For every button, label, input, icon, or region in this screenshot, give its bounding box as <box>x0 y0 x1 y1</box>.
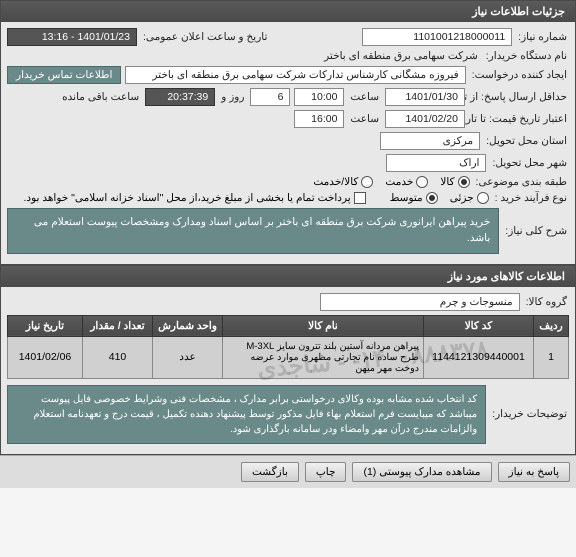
time-label-1: ساعت <box>348 91 381 103</box>
pt-whole-radio[interactable]: متوسط <box>390 192 438 204</box>
col-qty: تعداد / مقدار <box>83 315 153 336</box>
contact-info-button[interactable]: اطلاعات تماس خریدار <box>7 66 121 84</box>
panel2-title: اطلاعات کالاهای مورد نیاز <box>1 266 575 287</box>
validity-date-field: 1401/02/20 <box>385 110 465 128</box>
col-code: کد کالا <box>424 315 534 336</box>
payment-note-check[interactable]: پرداخت تمام یا بخشی از مبلغ خرید،از محل … <box>24 192 366 204</box>
cat-service-radio[interactable]: خدمت <box>385 176 428 188</box>
remain-label: ساعت باقی مانده <box>60 91 141 103</box>
day-label: روز و <box>219 91 246 103</box>
announce-field: 1401/01/23 - 13:16 <box>7 28 137 46</box>
need-details-panel: جزئیات اطلاعات نیاز شماره نیاز: 11010012… <box>0 0 576 265</box>
countdown-field: 20:37:39 <box>145 88 215 106</box>
group-field: منسوجات و چرم <box>320 293 520 311</box>
cat-goods-radio[interactable]: کالا <box>440 176 469 188</box>
category-label: طبقه بندی موضوعی: <box>474 176 569 188</box>
category-radio-group: کالا خدمت کالا/خدمت <box>313 176 469 188</box>
deadline-label: حداقل ارسال پاسخ: از تاریخ: <box>469 91 569 103</box>
pt-partial-radio[interactable]: جزئی <box>450 192 489 204</box>
footer-buttons: پاسخ به نیاز مشاهده مدارک پیوستی (1) چاپ… <box>0 455 576 488</box>
time-label-2: ساعت <box>348 113 381 125</box>
deadline-time-field: 10:00 <box>294 88 344 106</box>
buyer-org-value: شرکت سهامی برق منطقه ای باختر <box>322 50 480 62</box>
cell-code: 1144121309440001 <box>424 336 534 378</box>
validity-time-field: 16:00 <box>294 110 344 128</box>
panel1-title: جزئیات اطلاعات نیاز <box>1 1 575 22</box>
province-field: مرکزی <box>380 132 480 150</box>
city-label: شهر محل تحویل: <box>490 157 569 169</box>
province-label: استان محل تحویل: <box>484 135 569 147</box>
desc-label: شرح کلی نیاز: <box>503 225 569 237</box>
need-no-label: شماره نیاز: <box>516 31 569 43</box>
attachments-button[interactable]: مشاهده مدارک پیوستی (1) <box>352 462 491 482</box>
purchase-type-group: جزئی متوسط <box>390 192 489 204</box>
cat-both-radio[interactable]: کالا/خدمت <box>313 176 373 188</box>
items-panel: اطلاعات کالاهای مورد نیاز گروه کالا: منس… <box>0 265 576 455</box>
print-button[interactable]: چاپ <box>305 462 347 482</box>
cell-name: پیراهن مردانه آستین بلند تترون سایز M-3X… <box>223 336 424 378</box>
need-no-field: 1101001218000011 <box>362 28 512 46</box>
table-row[interactable]: 1 1144121309440001 پیراهن مردانه آستین ب… <box>8 336 569 378</box>
requester-field: فیروزه مشگانی کارشناس تدارکات شرکت سهامی… <box>125 66 465 84</box>
cell-qty: 410 <box>83 336 153 378</box>
buyer-org-label: نام دستگاه خریدار: <box>484 50 569 62</box>
validity-label: اعتبار تاریخ قیمت: تا تاریخ: <box>469 113 569 125</box>
buyer-notes-label: توضیحات خریدار: <box>490 408 569 420</box>
items-table: ردیف کد کالا نام کالا واحد شمارش تعداد /… <box>7 315 569 379</box>
cell-row: 1 <box>534 336 569 378</box>
purchase-type-label: نوع فرآیند خرید : <box>493 192 569 204</box>
days-field: 6 <box>250 88 290 106</box>
cell-unit: عدد <box>153 336 223 378</box>
col-name: نام کالا <box>223 315 424 336</box>
cell-date: 1401/02/06 <box>8 336 83 378</box>
announce-label: تاریخ و ساعت اعلان عمومی: <box>141 31 269 43</box>
buyer-notes-text: کد انتخاب شده مشابه بوده وکالای درخواستی… <box>7 385 486 444</box>
col-date: تاریخ نیاز <box>8 315 83 336</box>
group-label: گروه کالا: <box>524 296 569 308</box>
deadline-date-field: 1401/01/30 <box>385 88 465 106</box>
col-unit: واحد شمارش <box>153 315 223 336</box>
desc-text: خرید پیراهن ایرانوری شرکت برق منطقه ای ب… <box>7 208 499 254</box>
city-field: اراک <box>386 154 486 172</box>
back-button[interactable]: بازگشت <box>241 462 299 482</box>
col-row: ردیف <box>534 315 569 336</box>
reply-button[interactable]: پاسخ به نیاز <box>498 462 570 482</box>
requester-label: ایجاد کننده درخواست: <box>470 69 569 81</box>
